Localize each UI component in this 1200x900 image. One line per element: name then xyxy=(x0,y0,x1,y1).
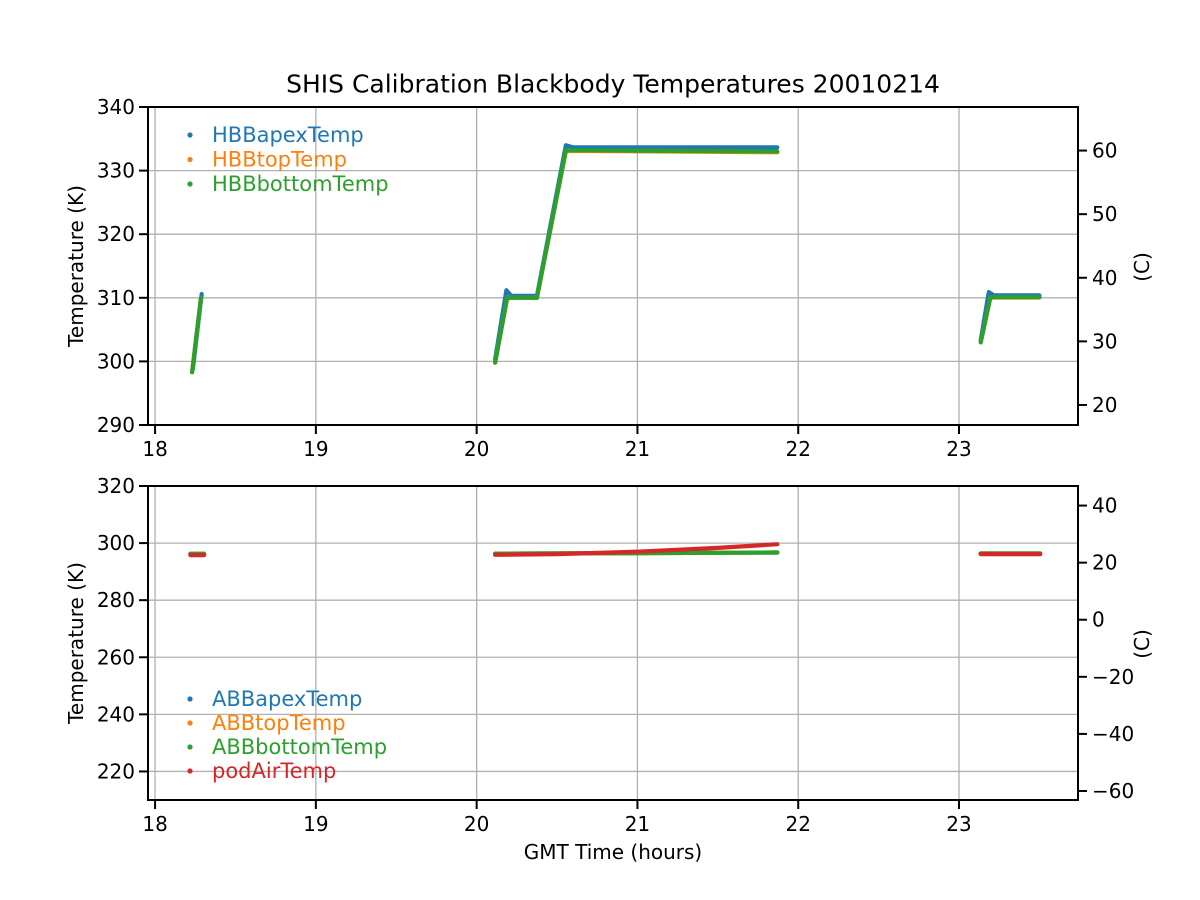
legend-marker-podAirTemp xyxy=(187,768,193,774)
legend-marker-HBBtopTemp xyxy=(187,156,193,163)
legend-marker-ABBbottomTemp xyxy=(187,744,193,750)
y-tick-label-left: 240 xyxy=(97,702,135,726)
series-HBBbottomTemp xyxy=(978,295,1042,345)
x-tick-label: 22 xyxy=(786,437,811,461)
legend-label-HBBbottomTemp: HBBbottomTemp xyxy=(212,172,389,196)
legend-marker-ABBtopTemp xyxy=(187,720,193,726)
x-tick-label: 19 xyxy=(303,437,328,461)
y-tick-label-left: 320 xyxy=(97,222,135,246)
y-tick-label-left: 330 xyxy=(97,159,135,183)
y-tick-label-right: −40 xyxy=(1092,722,1134,746)
x-tick-label: 18 xyxy=(142,812,167,836)
y-tick-label-right: 30 xyxy=(1092,329,1117,353)
legend-label-podAirTemp: podAirTemp xyxy=(212,759,336,783)
series-HBBtopTemp xyxy=(493,148,780,365)
x-tick-label: 19 xyxy=(303,812,328,836)
y-tick-label-left: 320 xyxy=(97,474,135,498)
legend-marker-ABBapexTemp xyxy=(187,696,193,702)
y-tick-label-right: −20 xyxy=(1092,665,1134,689)
y-tick-label-right: 50 xyxy=(1092,202,1117,226)
axes-frame xyxy=(147,485,1079,801)
y-tick-label-right: 0 xyxy=(1092,608,1105,632)
legend-marker-HBBbottomTemp xyxy=(187,181,193,187)
y-tick-label-left: 260 xyxy=(97,645,135,669)
x-tick-label: 21 xyxy=(625,812,650,836)
y-tick-label-right: 40 xyxy=(1092,494,1117,518)
y-tick-label-right: −60 xyxy=(1092,779,1134,803)
chart-title: SHIS Calibration Blackbody Temperatures … xyxy=(286,69,940,99)
legend-marker-HBBapexTemp xyxy=(187,132,193,138)
y-tick-label-left: 300 xyxy=(97,531,135,555)
bottom-y-axis-label-left: Temperature (K) xyxy=(64,562,88,724)
legend-label-HBBapexTemp: HBBapexTemp xyxy=(212,123,364,147)
top-y-axis-label-right: (C) xyxy=(1130,252,1154,282)
bottom-y-axis-label-right: (C) xyxy=(1130,629,1154,659)
x-tick-label: 23 xyxy=(946,812,971,836)
series-HBBbottomTemp xyxy=(190,296,203,375)
y-tick-label-right: 20 xyxy=(1092,393,1117,417)
x-tick-label: 20 xyxy=(464,812,489,836)
series-HBBapexTemp xyxy=(493,143,780,362)
legend-label-ABBapexTemp: ABBapexTemp xyxy=(212,687,362,711)
series-HBBbottomTemp xyxy=(493,148,780,365)
x-tick-label: 21 xyxy=(625,437,650,461)
y-tick-label-left: 290 xyxy=(97,413,135,437)
y-tick-label-left: 280 xyxy=(97,588,135,612)
x-tick-label: 20 xyxy=(464,437,489,461)
x-tick-label: 23 xyxy=(946,437,971,461)
y-tick-label-left: 220 xyxy=(97,759,135,783)
series-podAirTemp xyxy=(493,542,780,557)
y-tick-label-right: 40 xyxy=(1092,266,1117,290)
y-tick-label-left: 300 xyxy=(97,349,135,373)
y-tick-label-right: 60 xyxy=(1092,139,1117,163)
axes-frame xyxy=(147,106,1079,426)
legend-label-HBBtopTemp: HBBtopTemp xyxy=(212,148,347,172)
x-axis-label: GMT Time (hours) xyxy=(523,840,703,864)
top-y-axis-label-left: Temperature (K) xyxy=(64,185,88,347)
x-tick-label: 22 xyxy=(786,812,811,836)
y-tick-label-left: 310 xyxy=(97,286,135,310)
legend-label-ABBbottomTemp: ABBbottomTemp xyxy=(212,735,387,759)
legend-label-ABBtopTemp: ABBtopTemp xyxy=(212,711,346,735)
y-tick-label-right: 20 xyxy=(1092,551,1117,575)
y-tick-label-left: 340 xyxy=(97,95,135,119)
x-tick-label: 18 xyxy=(142,437,167,461)
